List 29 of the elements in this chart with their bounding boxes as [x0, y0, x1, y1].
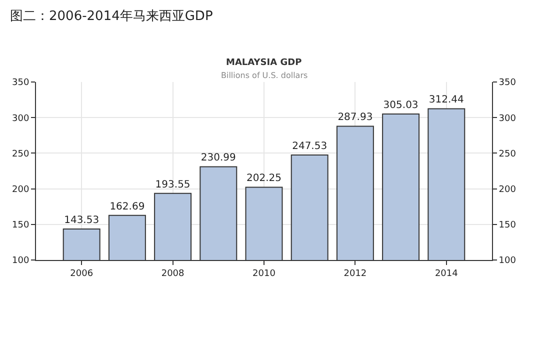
data-label: 202.25: [246, 173, 282, 184]
text: 图二：2006-2014年马来西亚GDP: [10, 9, 213, 24]
data-label: 193.55: [155, 179, 190, 190]
data-label: 305.03: [383, 100, 418, 112]
data-label: 312.44: [428, 94, 464, 106]
y-tick-label: 150: [12, 220, 30, 231]
y2-tick-label: 100: [498, 256, 516, 266]
x-tick-label: 2014: [434, 268, 458, 279]
y2-tick-label: 150: [498, 220, 516, 231]
chart-subtitle: Billions of U.S. dollars: [221, 71, 308, 80]
data-label: 230.99: [200, 152, 236, 164]
y-tick-label: 350: [12, 78, 30, 88]
y2-tick-label: 350: [498, 78, 516, 88]
y-tick-label: 300: [12, 114, 30, 124]
y2-tick-label: 250: [498, 149, 516, 160]
data-label: 162.69: [110, 201, 145, 212]
x-tick-label: 2010: [252, 268, 276, 279]
y-tick-label: 250: [12, 149, 30, 160]
x-tick-label: 2008: [161, 268, 185, 279]
x-tick-label: 2006: [70, 268, 94, 279]
data-label: 287.93: [338, 112, 373, 124]
chart-title: MALAYSIA GDP: [226, 58, 302, 68]
x-tick-label: 2012: [344, 268, 367, 279]
y2-tick-label: 200: [498, 184, 516, 195]
y-tick-label: 200: [12, 184, 30, 195]
y-tick-label: 100: [12, 256, 30, 266]
y2-tick-label: 300: [498, 114, 516, 124]
data-label: 143.53: [64, 215, 100, 226]
data-label: 247.53: [292, 140, 328, 152]
